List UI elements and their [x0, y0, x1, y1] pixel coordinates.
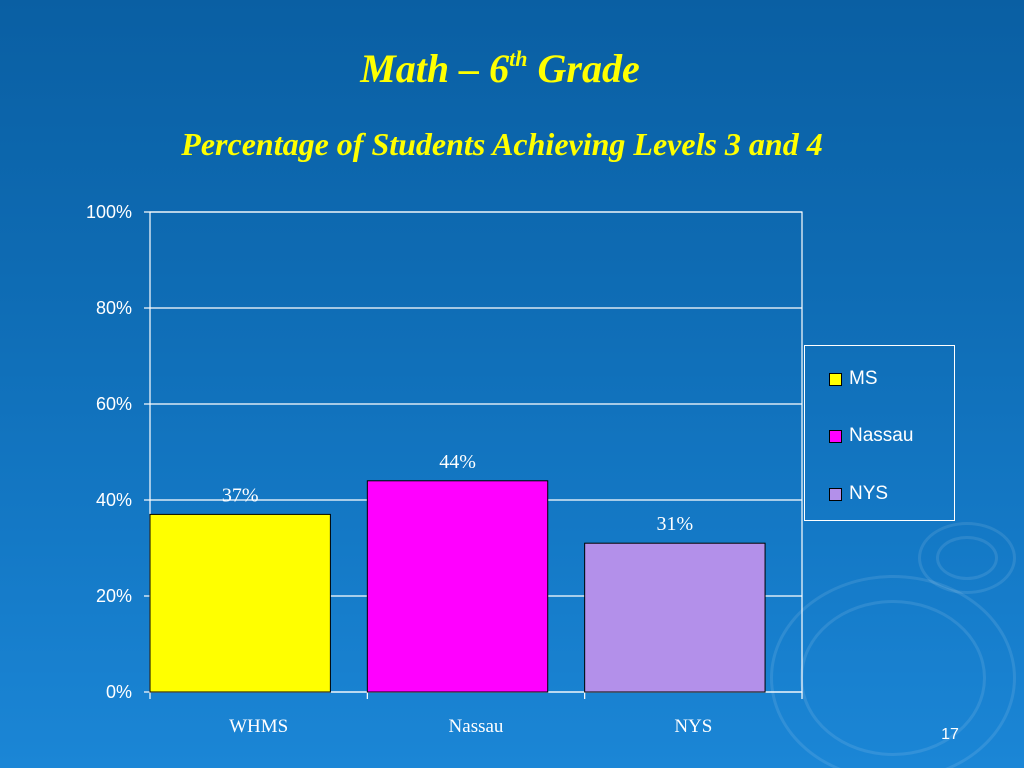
- legend-item-ms: MS: [829, 367, 878, 391]
- y-tick-label: 0%: [106, 682, 132, 702]
- legend-swatch-ms: [829, 372, 842, 386]
- y-tick-label: 100%: [86, 202, 132, 222]
- bar-whms: [149, 513, 331, 693]
- title-main-text: Math – 6: [360, 46, 510, 91]
- legend-swatch-nys: [829, 487, 842, 501]
- y-tick-label: 40%: [96, 490, 132, 510]
- y-tick-label: 80%: [96, 298, 132, 318]
- category-label: Nassau: [449, 716, 504, 737]
- page-number: 17: [941, 726, 959, 743]
- data-label: 44%: [439, 451, 476, 473]
- background-ripple: [918, 522, 1016, 594]
- legend-label-nys: NYS: [849, 483, 889, 504]
- legend-item-nys: NYS: [829, 482, 888, 506]
- title-superscript: th: [509, 46, 528, 71]
- chart-legend: MS Nassau NYS: [804, 345, 955, 521]
- data-label: 37%: [222, 484, 259, 506]
- slide-subtitle: Percentage of Students Achieving Levels …: [181, 126, 823, 162]
- data-label: 31%: [657, 513, 694, 535]
- legend-item-nassau: Nassau: [829, 424, 913, 448]
- slide-title: Math – 6th Grade: [0, 44, 1000, 94]
- bar-nassau: [366, 480, 549, 693]
- bar-nys: [584, 542, 766, 693]
- title-rest-text: Grade: [537, 46, 640, 91]
- legend-label-nassau: Nassau: [849, 425, 914, 446]
- legend-label-ms: MS: [849, 368, 878, 389]
- y-tick-label: 20%: [96, 586, 132, 606]
- category-label: NYS: [674, 716, 712, 737]
- y-tick-label: 60%: [96, 394, 132, 414]
- background-ripple: [770, 575, 1016, 768]
- legend-swatch-nassau: [829, 429, 842, 443]
- category-label: WHMS: [229, 716, 288, 737]
